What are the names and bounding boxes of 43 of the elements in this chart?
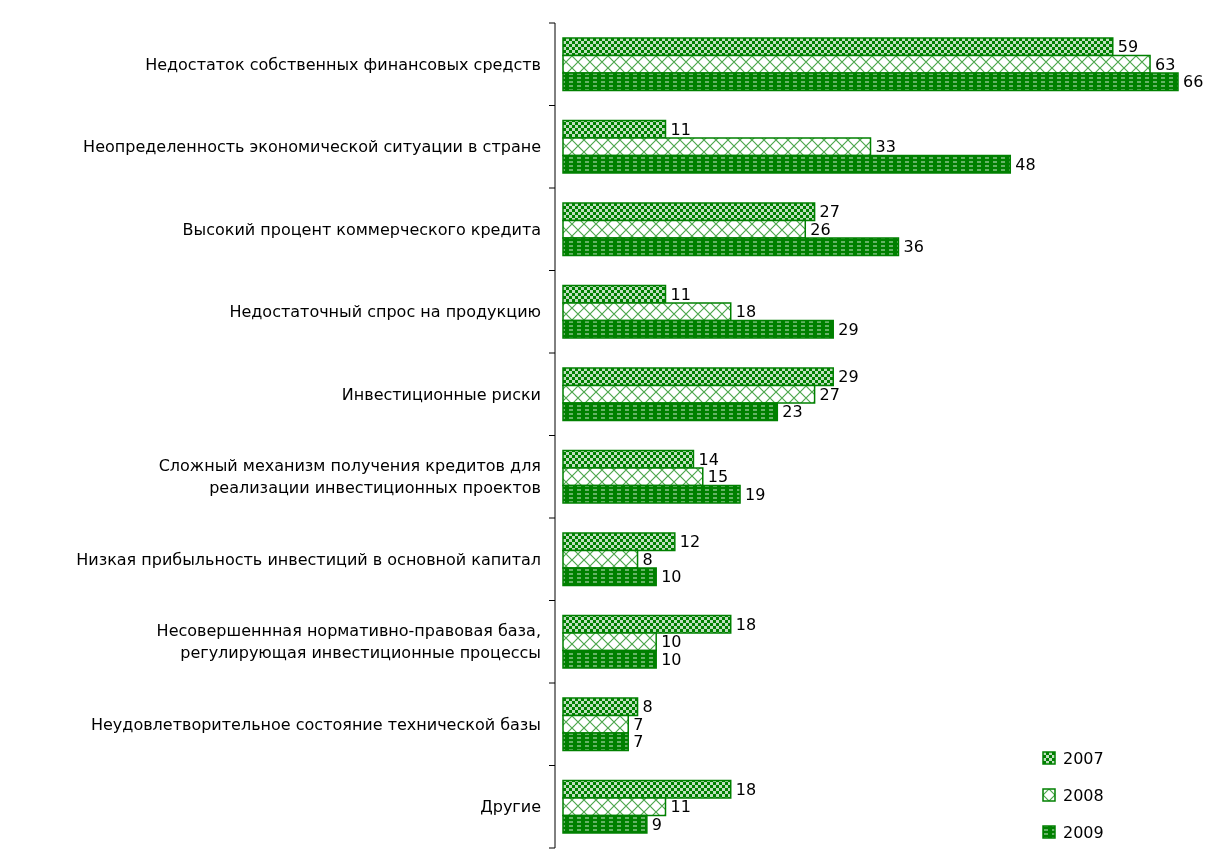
y-tick-label: Сложный механизм получения кредитов для реализации инвестиционных проектов [158,456,541,498]
data-label: 48 [1015,154,1036,174]
data-label: 10 [661,649,682,669]
y-tick-label: Недостаток собственных финансовых средств [145,54,541,74]
data-label: 23 [782,402,803,422]
y-tick-label: Несовершеннная нормативно-правовая база, регулирующая инвестиционные процессы [156,621,541,663]
data-label: 7 [633,732,644,752]
data-label: 18 [735,302,757,322]
data-label: 63 [1155,54,1176,74]
data-label: 14 [698,449,719,469]
data-label: 18 [735,614,757,634]
data-label: 10 [661,567,682,587]
data-label: 27 [819,384,840,404]
data-label: 29 [838,319,859,339]
y-tick-label: Низкая прибыльность инвестиций в основной капитал [76,549,541,569]
data-label: 10 [661,632,682,652]
data-label: 26 [810,219,831,239]
data-label: 19 [745,484,766,504]
legend-label: 2008 [1063,785,1104,805]
y-tick-label: Неопределенность экономической ситуации в стране [83,137,541,157]
data-label: 8 [642,697,653,717]
y-tick-label: Инвестиционные риски [341,384,541,404]
data-label: 8 [642,549,653,569]
data-label: 12 [679,532,701,552]
data-label: 33 [875,137,896,157]
data-label: 18 [735,779,757,799]
y-tick-label: Недостаточный спрос на продукцию [229,302,541,322]
data-label: 29 [838,367,859,387]
data-label: 11 [670,284,691,304]
legend-label: 2009 [1063,822,1104,842]
y-tick-label: Неудовлетворительное состояние технической базы [90,714,541,734]
data-label: 36 [903,237,924,257]
y-tick-label: Другие [480,797,541,817]
data-label: 11 [670,797,691,817]
data-label: 66 [1183,72,1204,92]
legend-label: 2007 [1063,748,1104,768]
data-label: 9 [651,814,663,834]
data-label: 27 [819,202,840,222]
data-label: 7 [633,714,644,734]
data-label: 15 [707,467,729,487]
y-tick-label: Высокий процент коммерческого кредита [182,219,541,239]
data-label: 11 [670,119,691,139]
data-label: 59 [1117,37,1139,57]
